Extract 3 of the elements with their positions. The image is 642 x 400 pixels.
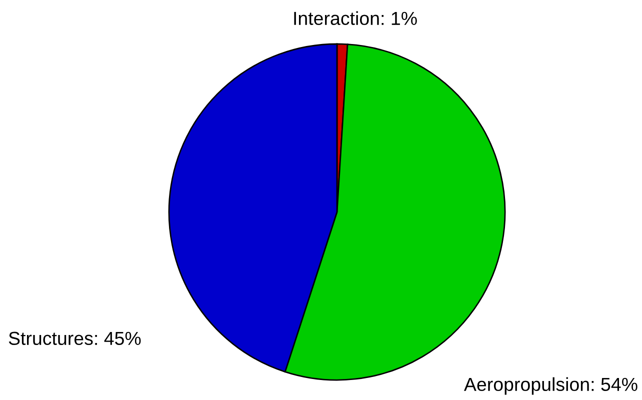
slice-label: Structures: 45% [8,332,141,346]
slice-label: Interaction: 1% [294,11,417,26]
slice-label: Aeropropulsion: 54% [464,377,638,395]
